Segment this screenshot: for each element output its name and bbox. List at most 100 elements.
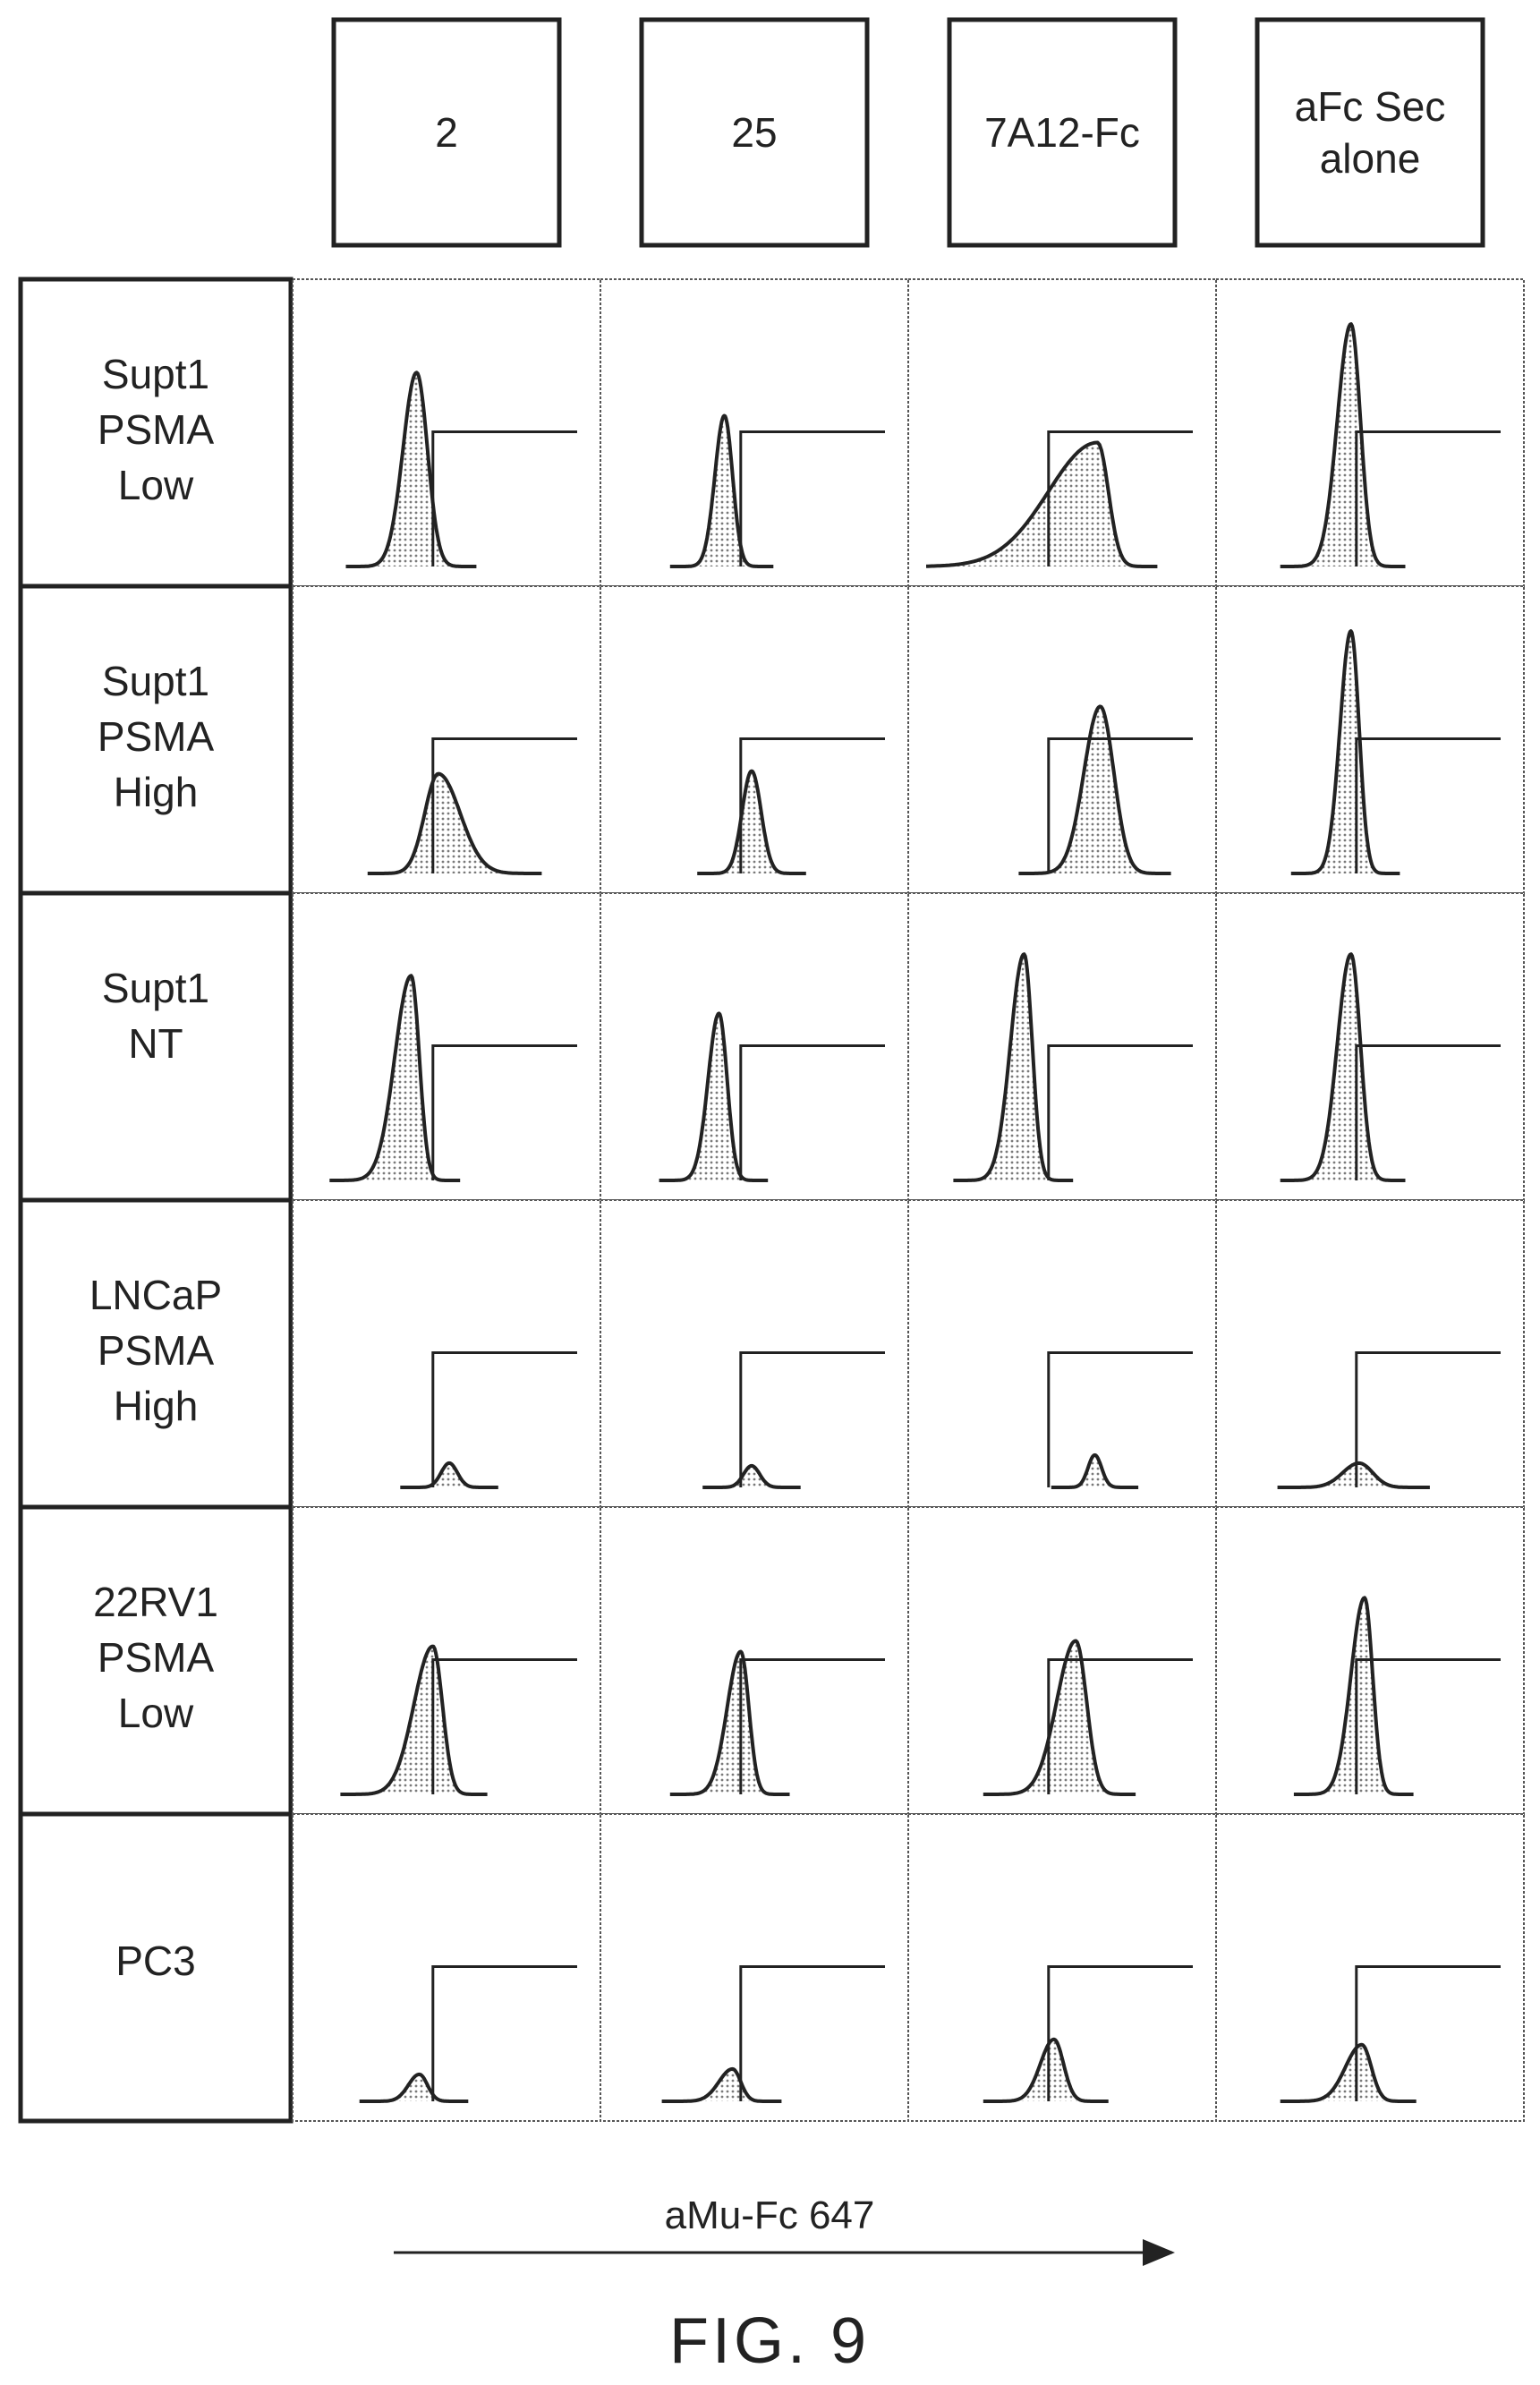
column-header-0: 2 xyxy=(331,17,562,248)
panel-r1-c1 xyxy=(600,585,909,894)
histogram-fill xyxy=(400,1462,498,1487)
histogram-curve xyxy=(1293,1596,1415,1796)
row-header-label: LNCaP xyxy=(89,1272,222,1318)
column-header-label: aFc Sec xyxy=(1295,83,1446,130)
panel-r4-c2 xyxy=(907,1506,1217,1815)
histogram-curve xyxy=(1289,629,1401,875)
histogram-fill xyxy=(345,372,477,566)
gate-marker xyxy=(739,1351,885,1487)
gate-marker xyxy=(431,1044,577,1180)
histogram-curve xyxy=(1277,1461,1431,1489)
row-header-label: Low xyxy=(118,462,194,508)
histogram-curve xyxy=(328,974,461,1182)
panel-r0-c1 xyxy=(600,278,909,587)
panel-r3-c2 xyxy=(907,1199,1217,1508)
gate-marker xyxy=(1355,737,1501,873)
histogram-panels xyxy=(292,278,1525,2122)
column-header-box xyxy=(1255,17,1485,248)
gate-marker xyxy=(431,1965,577,2101)
histogram-curve xyxy=(399,1461,499,1489)
panel-r2-c3 xyxy=(1215,892,1525,1201)
x-axis: aMu-Fc 647 xyxy=(394,2193,1175,2266)
histogram-curve xyxy=(345,371,478,568)
histogram-fill xyxy=(669,415,774,566)
row-header-4: 22RV1 PSMA Low xyxy=(18,1504,294,1817)
column-header-box xyxy=(639,17,870,248)
row-header-label: PSMA xyxy=(98,713,215,760)
panel-r4-c1 xyxy=(600,1506,909,1815)
row-header-1: Supt1 PSMA High xyxy=(18,583,294,896)
histogram-fill xyxy=(983,2039,1109,2101)
histogram-curve xyxy=(1050,1452,1140,1489)
row-header-box xyxy=(18,277,294,589)
gate-marker xyxy=(1355,1351,1501,1487)
row-header-2: Supt1 NT xyxy=(18,890,294,1203)
row-header-label: Supt1 xyxy=(102,965,209,1011)
histogram-curve xyxy=(696,769,807,875)
histogram-fill xyxy=(1290,631,1400,873)
histogram-curve xyxy=(668,1649,791,1796)
histogram-curve xyxy=(926,440,1158,568)
column-header-2: 7A12-Fc xyxy=(947,17,1178,248)
histogram-fill xyxy=(340,1646,488,1794)
row-header-label: NT xyxy=(128,1020,183,1067)
panel-r5-c0 xyxy=(292,1813,601,2122)
column-header-label: 7A12-Fc xyxy=(984,109,1140,156)
histogram-fill xyxy=(1293,1597,1414,1794)
gate-marker xyxy=(1355,430,1501,566)
column-header-label: 25 xyxy=(731,109,777,156)
row-header-label: 22RV1 xyxy=(93,1579,218,1625)
row-header-3: LNCaP PSMA High xyxy=(18,1197,294,1510)
row-header-label: High xyxy=(114,1383,199,1429)
histogram-fill xyxy=(983,1640,1136,1794)
histogram-curve xyxy=(983,2037,1110,2103)
gate-marker xyxy=(739,1044,885,1180)
panel-r4-c0 xyxy=(292,1506,601,1815)
gate-marker xyxy=(1047,1044,1193,1180)
row-header-box xyxy=(18,1811,294,2124)
row-header-label: PSMA xyxy=(98,406,215,453)
histogram-curve xyxy=(702,1463,802,1489)
histogram-curve xyxy=(358,2072,470,2103)
histogram-curve xyxy=(668,413,775,568)
panel-r5-c2 xyxy=(907,1813,1217,2122)
histogram-fill xyxy=(359,2074,469,2101)
histogram-curve xyxy=(339,1644,489,1796)
row-header-label: Supt1 xyxy=(102,658,209,704)
row-header-0: Supt1 PSMA Low xyxy=(18,277,294,589)
histogram-fill xyxy=(1018,706,1171,873)
histogram-curve xyxy=(660,2066,783,2103)
row-header-label: PSMA xyxy=(98,1634,215,1681)
histogram-fill xyxy=(697,771,806,873)
panel-r0-c2 xyxy=(907,278,1217,587)
row-header-label: PSMA xyxy=(98,1327,215,1374)
column-headers: 2 25 7A12-Fc aFc Sec alone xyxy=(331,17,1485,248)
histogram-curve xyxy=(367,771,542,875)
panel-r5-c1 xyxy=(600,1813,909,2122)
panel-r2-c0 xyxy=(292,892,601,1201)
gate-marker xyxy=(739,1965,885,2101)
histogram-fill xyxy=(1277,1462,1430,1487)
histogram-curve xyxy=(658,1011,770,1182)
histogram-curve xyxy=(983,1639,1136,1796)
row-headers: Supt1 PSMA Low Supt1 PSMA High Supt1 NT LNCaP PSM… xyxy=(18,277,294,2124)
x-axis-label: aMu-Fc 647 xyxy=(665,2193,875,2237)
histogram-fill xyxy=(661,2068,782,2101)
row-header-label: Supt1 xyxy=(102,351,209,397)
histogram-fill xyxy=(1280,324,1406,566)
panel-r0-c0 xyxy=(292,278,601,587)
panel-r1-c3 xyxy=(1215,585,1525,894)
row-header-label: PC3 xyxy=(115,1938,195,1984)
gate-marker xyxy=(1047,1965,1193,2101)
column-header-box xyxy=(947,17,1178,248)
gate-marker xyxy=(739,737,885,873)
panel-r1-c0 xyxy=(292,585,601,894)
histogram-fill xyxy=(659,1013,769,1180)
gate-marker xyxy=(431,737,577,873)
gate-marker xyxy=(1355,1044,1501,1180)
histogram-fill xyxy=(367,773,542,873)
histogram-curve xyxy=(1017,704,1172,875)
panel-r3-c1 xyxy=(600,1199,909,1508)
column-header-label: 2 xyxy=(435,109,458,156)
